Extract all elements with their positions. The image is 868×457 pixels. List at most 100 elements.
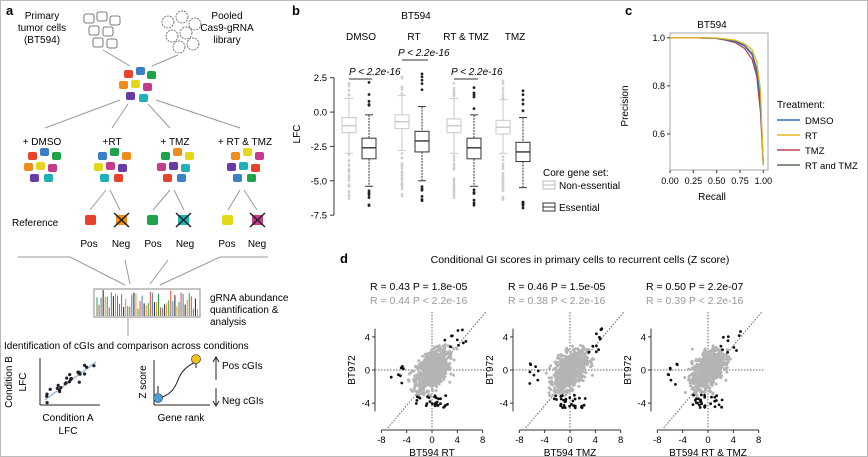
scatter-point	[707, 373, 711, 377]
scatter-point	[443, 372, 447, 376]
scatter-point	[571, 348, 575, 352]
scatter-point	[577, 379, 581, 383]
scatter-point	[561, 354, 565, 358]
significant-point	[397, 373, 400, 377]
scatter-point	[561, 370, 565, 374]
significant-point	[695, 401, 698, 405]
scatter-point	[695, 367, 699, 371]
scatter-point	[584, 348, 588, 352]
neg-label-rt: Neg	[112, 239, 130, 250]
cell	[98, 152, 107, 160]
scatter-point	[564, 393, 568, 397]
box-legend-title: Core gene set:	[543, 168, 609, 179]
significant-point	[739, 330, 742, 333]
condition-arrows	[44, 99, 241, 129]
significant-point	[726, 339, 730, 343]
outlier	[400, 194, 404, 198]
significant-point	[703, 395, 707, 399]
scatter-point	[565, 374, 569, 378]
scatter-ytick-label: -4	[362, 399, 370, 410]
scatter-point	[428, 382, 432, 386]
scatter-point	[565, 382, 569, 386]
scatter-point	[572, 361, 576, 364]
cas9-library-icon	[161, 10, 202, 54]
scatter-point	[726, 348, 729, 352]
outlier	[501, 95, 505, 98]
outlier	[367, 93, 371, 96]
condition-tmz: + TMZ	[161, 137, 190, 148]
significant-point	[732, 346, 736, 349]
box-group-label-2: RT & TMZ	[443, 32, 489, 43]
pr-curve-rt	[670, 37, 764, 166]
scatter-xtick-label: 4	[731, 435, 736, 446]
cell	[110, 148, 119, 156]
significant-point	[439, 402, 442, 405]
scatter-point	[570, 389, 574, 393]
scatter-point	[418, 392, 422, 395]
scatter-point	[708, 376, 712, 380]
scatter-point	[697, 376, 701, 379]
scatter-point	[430, 363, 434, 367]
scatter-point	[564, 355, 568, 359]
scatter-point	[433, 356, 437, 360]
significant-point	[668, 367, 672, 371]
significant-point	[461, 328, 464, 332]
significant-point	[703, 405, 706, 408]
scatter-point	[452, 373, 456, 377]
box-essential-1	[414, 72, 430, 202]
significant-point	[415, 399, 419, 402]
scatter-point	[581, 352, 585, 356]
scatter-point	[717, 368, 721, 372]
outlier	[501, 195, 505, 199]
significant-point	[437, 397, 440, 401]
cell-cluster-0	[24, 148, 61, 182]
outlier	[501, 86, 505, 90]
box-ytick-label: -7.5	[311, 211, 327, 222]
zscore-rank-icon	[153, 354, 220, 407]
scatter-point	[584, 371, 588, 375]
cell	[255, 152, 264, 160]
significant-point	[563, 406, 567, 409]
scatter-point	[422, 375, 426, 379]
scatter-point	[591, 357, 595, 361]
scatter-point	[577, 384, 581, 388]
outlier	[420, 78, 424, 82]
significant-point	[667, 373, 671, 377]
outlier	[420, 82, 424, 86]
significant-point	[568, 404, 571, 408]
scatter-point	[548, 394, 552, 397]
significant-point	[570, 403, 573, 406]
outlier	[501, 189, 505, 193]
scatter-point	[693, 371, 697, 375]
scatter-xtick-label: 8	[618, 435, 623, 446]
scatter-point	[699, 390, 702, 394]
outlier	[452, 154, 456, 158]
outlier	[400, 192, 404, 196]
significant-point	[710, 395, 713, 399]
pr-ytick-label: 0.6	[652, 129, 665, 139]
scatter-point	[720, 352, 724, 356]
mini-scatter-icon	[39, 358, 100, 406]
significant-point	[418, 396, 421, 400]
condition-rt: +RT	[103, 137, 122, 148]
trace-frame	[93, 288, 201, 318]
scatter-point	[563, 385, 567, 389]
box-essential-2	[466, 86, 482, 207]
scatter-point	[704, 384, 708, 388]
scatter-xtick-label: -8	[653, 435, 661, 446]
identification-label: Identification of cGIs and comparison ac…	[4, 341, 249, 352]
outlier	[420, 194, 424, 198]
panel-letter-a: a	[6, 3, 14, 18]
significant-point	[425, 402, 429, 405]
scatter-ytick-label: 0	[365, 366, 370, 377]
scatter-point	[551, 393, 555, 397]
significant-point	[594, 350, 598, 354]
scatter-point	[415, 366, 419, 370]
box-non-essential-3	[495, 79, 511, 201]
box-plot-marks	[341, 72, 531, 210]
scatter-point	[718, 372, 722, 376]
outlier	[400, 152, 404, 155]
scatter-point	[561, 367, 565, 371]
cell	[118, 164, 127, 172]
